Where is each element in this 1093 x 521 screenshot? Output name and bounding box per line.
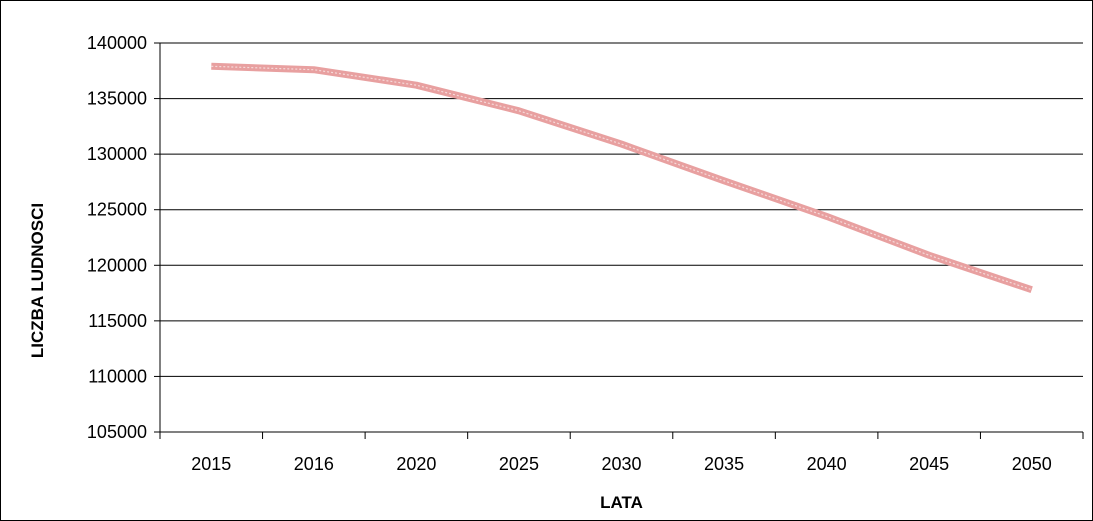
y-tick-label: 110000 xyxy=(88,366,147,386)
y-tick-label: 120000 xyxy=(87,255,147,275)
x-tick-label: 2040 xyxy=(807,454,847,474)
x-tick-label: 2030 xyxy=(601,454,641,474)
series-line-hatch xyxy=(211,65,1032,291)
y-axis-ticks: 105000 110000 115000 120000 125000 130000 1350… xyxy=(87,33,160,442)
x-tick-label: 2050 xyxy=(1012,454,1052,474)
x-tick-label: 2025 xyxy=(499,454,539,474)
x-tick-label: 2016 xyxy=(294,454,334,474)
series-line xyxy=(211,62,1033,294)
series-group xyxy=(211,62,1033,294)
y-tick-label: 135000 xyxy=(87,89,147,109)
x-tick-label: 2045 xyxy=(909,454,949,474)
y-tick-label: 140000 xyxy=(87,33,147,53)
x-axis-title: LATA xyxy=(600,493,643,512)
x-tick-label: 2015 xyxy=(191,454,231,474)
x-tick-label: 2020 xyxy=(396,454,436,474)
y-axis-title: LICZBA LUDNOSCI xyxy=(28,203,47,358)
y-tick-label: 115000 xyxy=(88,311,147,331)
y-tick-label: 125000 xyxy=(87,200,147,220)
gridlines xyxy=(160,42,1083,377)
x-axis-ticks: 2015 2016 2020 2025 2030 2035 2040 2045 2050 xyxy=(159,432,1084,474)
y-tick-label: 130000 xyxy=(87,144,147,164)
y-tick-label: 105000 xyxy=(87,422,147,442)
x-tick-label: 2035 xyxy=(704,454,744,474)
